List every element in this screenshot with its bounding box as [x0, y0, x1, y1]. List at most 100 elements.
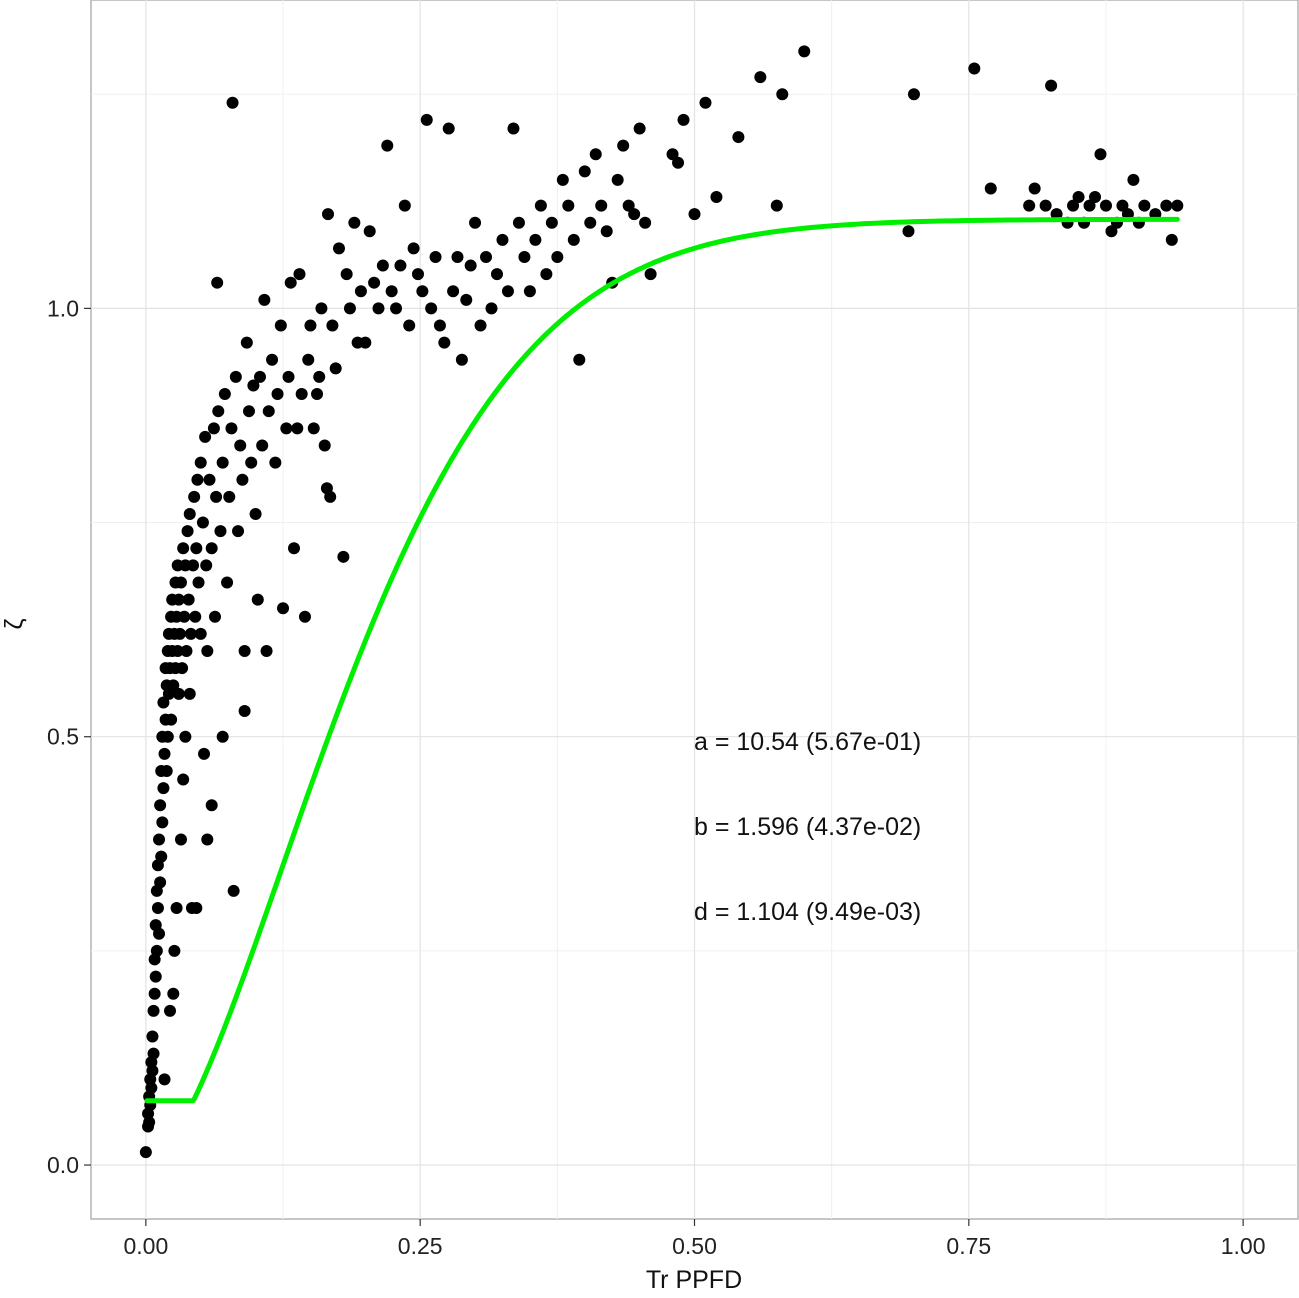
data-point: [501, 285, 514, 298]
data-point: [343, 302, 356, 315]
data-point: [212, 405, 225, 418]
data-point: [307, 422, 320, 435]
data-point: [238, 645, 251, 658]
data-point: [226, 96, 239, 109]
data-point: [172, 593, 185, 606]
data-point: [1160, 199, 1173, 212]
data-point: [174, 576, 187, 589]
data-point: [147, 1047, 160, 1060]
data-point: [199, 430, 212, 443]
data-point: [573, 353, 586, 366]
data-point: [150, 944, 163, 957]
data-point: [324, 490, 337, 503]
x-axis-title: Tr PPFD: [646, 1266, 742, 1294]
data-point: [512, 216, 525, 229]
data-point: [666, 148, 679, 161]
data-point: [390, 302, 403, 315]
data-point: [174, 833, 187, 846]
data-point: [639, 216, 652, 229]
data-point: [411, 268, 424, 281]
data-point: [190, 902, 203, 915]
data-point: [211, 276, 224, 289]
x-tick-label: 1.00: [1221, 1233, 1266, 1259]
data-point: [173, 627, 186, 640]
data-point: [284, 276, 297, 289]
data-point: [223, 490, 236, 503]
annotation-b: b = 1.596 (4.37e-02): [694, 813, 921, 841]
data-point: [218, 388, 231, 401]
data-point: [385, 285, 398, 298]
data-point: [1028, 182, 1041, 195]
data-point: [158, 1073, 171, 1086]
data-point: [216, 456, 229, 469]
data-point: [348, 216, 361, 229]
data-point: [291, 422, 304, 435]
data-point: [672, 156, 685, 169]
y-axis-title: ζ: [0, 618, 28, 629]
data-point: [201, 833, 214, 846]
data-point: [556, 173, 569, 186]
data-point: [507, 122, 520, 135]
data-point: [146, 1064, 159, 1077]
data-point: [147, 1004, 160, 1017]
data-point: [240, 336, 253, 349]
data-point: [143, 1116, 156, 1129]
data-point: [567, 233, 580, 246]
data-point: [420, 113, 433, 126]
data-point: [480, 250, 493, 263]
data-point: [189, 610, 202, 623]
data-point: [460, 293, 473, 306]
data-point: [271, 388, 284, 401]
data-point: [754, 71, 767, 84]
data-point: [688, 208, 701, 221]
data-point: [153, 927, 166, 940]
data-point: [183, 507, 196, 520]
data-point: [1105, 225, 1118, 238]
data-point: [545, 216, 558, 229]
data-point: [145, 1081, 158, 1094]
data-point: [455, 353, 468, 366]
data-point: [1067, 199, 1080, 212]
data-point: [274, 319, 287, 332]
data-point: [260, 645, 273, 658]
data-point: [595, 199, 608, 212]
data-point: [332, 242, 345, 255]
data-point: [798, 45, 811, 58]
data-point: [617, 139, 630, 152]
data-point: [249, 507, 262, 520]
x-tick-label: 0.00: [123, 1233, 168, 1259]
data-point: [245, 456, 258, 469]
data-point: [236, 473, 249, 486]
data-point: [1089, 191, 1102, 204]
data-point: [187, 559, 200, 572]
data-point: [416, 285, 429, 298]
data-point: [194, 627, 207, 640]
data-point: [1127, 173, 1140, 186]
x-tick-label: 0.25: [398, 1233, 443, 1259]
data-point: [156, 816, 169, 829]
data-point: [644, 268, 657, 281]
data-point: [1023, 199, 1036, 212]
data-point: [155, 850, 168, 863]
data-point: [340, 268, 353, 281]
data-point: [368, 276, 381, 289]
data-point: [208, 610, 221, 623]
data-point: [1138, 199, 1151, 212]
data-point: [160, 764, 173, 777]
data-point: [1083, 199, 1096, 212]
data-point: [425, 302, 438, 315]
y-tick-label: 0.0: [47, 1152, 79, 1178]
data-point: [318, 439, 331, 452]
data-point: [182, 593, 195, 606]
data-point: [551, 250, 564, 263]
data-point: [293, 268, 306, 281]
data-point: [968, 62, 981, 75]
data-point: [622, 199, 635, 212]
data-point: [1072, 191, 1085, 204]
data-point: [158, 747, 171, 760]
data-point: [200, 559, 213, 572]
data-point: [178, 610, 191, 623]
data-point: [776, 88, 789, 101]
data-point: [394, 259, 407, 272]
data-point: [269, 456, 282, 469]
